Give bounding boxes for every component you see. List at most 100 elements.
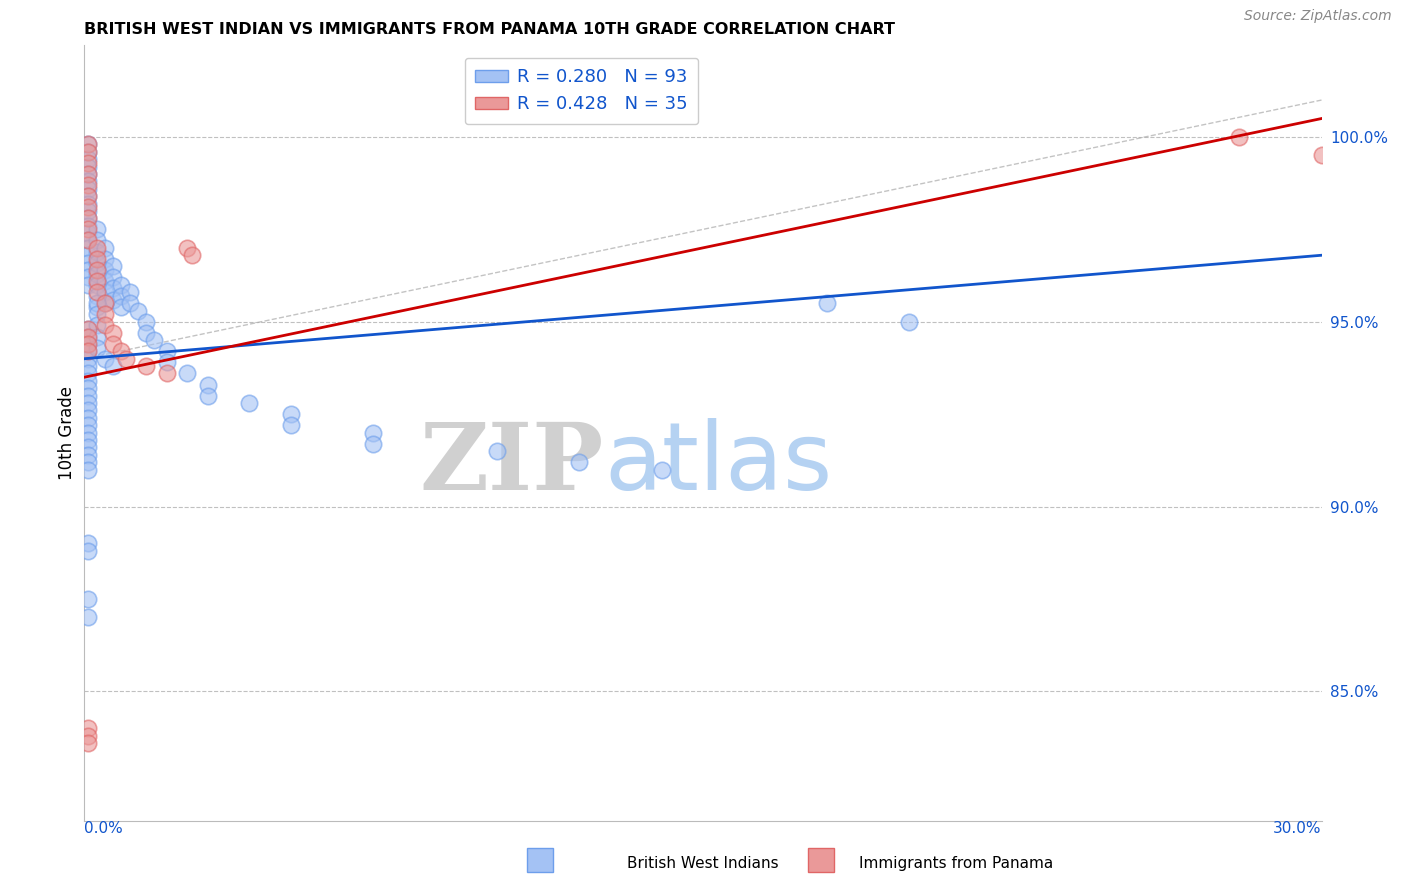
Point: [77, 544, 100, 558]
Point: [86, 329, 108, 343]
Point: [77, 241, 100, 255]
Point: [77, 203, 100, 218]
Point: [103, 326, 125, 340]
Point: [86, 307, 108, 321]
Point: [77, 441, 100, 455]
Point: [77, 152, 100, 166]
Point: [77, 255, 100, 269]
Point: [77, 396, 100, 410]
Point: [110, 289, 132, 303]
Point: [77, 196, 100, 211]
Point: [77, 359, 100, 373]
Point: [77, 211, 100, 226]
Point: [197, 389, 219, 403]
Point: [77, 277, 100, 292]
Point: [77, 145, 100, 159]
Point: [86, 277, 108, 292]
Point: [103, 270, 125, 285]
Point: [94, 263, 117, 277]
Point: [86, 241, 108, 255]
Point: [103, 281, 125, 295]
Point: [815, 296, 838, 310]
Point: [77, 189, 100, 203]
Point: [77, 610, 100, 624]
Point: [110, 300, 132, 314]
Point: [94, 285, 117, 300]
Point: [103, 359, 125, 373]
Point: [156, 367, 179, 381]
Point: [77, 721, 100, 735]
Point: [176, 367, 198, 381]
Point: [86, 289, 108, 303]
Point: [898, 315, 921, 329]
Text: Immigrants from Panama: Immigrants from Panama: [859, 856, 1053, 871]
Point: [77, 156, 100, 170]
Point: [77, 425, 100, 440]
Text: British West Indians: British West Indians: [627, 856, 779, 871]
Point: [77, 226, 100, 240]
Point: [77, 389, 100, 403]
Point: [118, 285, 141, 300]
Text: BRITISH WEST INDIAN VS IMMIGRANTS FROM PANAMA 10TH GRADE CORRELATION CHART: BRITISH WEST INDIAN VS IMMIGRANTS FROM P…: [84, 22, 896, 37]
Point: [77, 448, 100, 462]
Point: [103, 337, 125, 351]
Point: [118, 296, 141, 310]
Point: [280, 418, 302, 433]
Point: [77, 403, 100, 417]
Point: [110, 277, 132, 292]
Point: [94, 296, 117, 310]
Point: [86, 222, 108, 236]
Point: [180, 248, 202, 262]
Point: [77, 211, 100, 226]
Point: [77, 374, 100, 388]
Point: [86, 285, 108, 300]
Point: [77, 263, 100, 277]
Point: [94, 274, 117, 288]
Point: [361, 425, 384, 440]
Point: [77, 322, 100, 336]
Point: [94, 351, 117, 366]
Text: 30.0%: 30.0%: [1274, 821, 1322, 836]
Point: [77, 344, 100, 359]
Point: [86, 274, 108, 288]
Point: [86, 263, 108, 277]
Point: [94, 296, 117, 310]
Point: [135, 326, 157, 340]
Point: [143, 333, 166, 347]
Text: Source: ZipAtlas.com: Source: ZipAtlas.com: [1244, 9, 1392, 23]
Point: [94, 252, 117, 266]
Point: [280, 407, 302, 421]
Point: [77, 219, 100, 233]
Point: [135, 359, 157, 373]
Point: [1310, 148, 1333, 162]
Point: [77, 137, 100, 152]
Point: [77, 351, 100, 366]
Text: 0.0%: 0.0%: [84, 821, 124, 836]
Point: [77, 200, 100, 214]
Point: [77, 418, 100, 433]
Point: [77, 248, 100, 262]
Point: [94, 307, 117, 321]
Point: [135, 315, 157, 329]
Point: [1227, 130, 1250, 145]
Point: [77, 381, 100, 395]
Legend: R = 0.280   N = 93, R = 0.428   N = 35: R = 0.280 N = 93, R = 0.428 N = 35: [464, 57, 699, 124]
Point: [156, 355, 179, 369]
Point: [77, 344, 100, 359]
Text: atlas: atlas: [605, 417, 832, 509]
Point: [77, 736, 100, 750]
Point: [77, 329, 100, 343]
Point: [77, 234, 100, 248]
Point: [86, 296, 108, 310]
Point: [568, 455, 591, 469]
Point: [176, 241, 198, 255]
Point: [86, 252, 108, 266]
Point: [77, 322, 100, 336]
Point: [77, 167, 100, 181]
Point: [77, 410, 100, 425]
Point: [77, 329, 100, 343]
Point: [238, 396, 260, 410]
Point: [485, 444, 508, 458]
Point: [77, 174, 100, 188]
Point: [86, 300, 108, 314]
